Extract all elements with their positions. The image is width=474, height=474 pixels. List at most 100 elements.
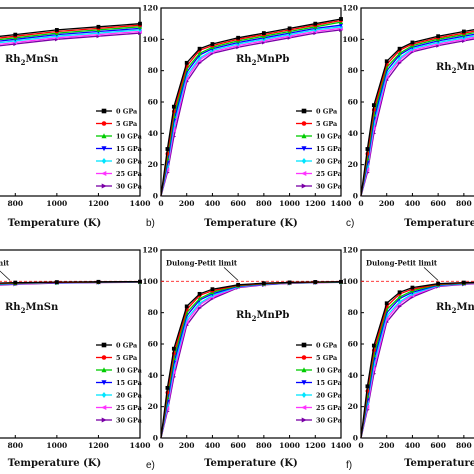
data-point [397, 46, 402, 51]
y-tick-label: 40 [148, 371, 158, 380]
compound-subscript: 2 [21, 306, 26, 315]
series-line-25-gpa [360, 36, 474, 197]
dulong-petit-label: Dulong-Petit limit [166, 258, 238, 267]
data-point [96, 279, 101, 284]
data-point [197, 296, 202, 301]
y-tick-label: 0 [153, 434, 158, 443]
compound-rest: MnPb [256, 310, 289, 321]
data-point [54, 280, 59, 285]
legend-label: 5 GPa [316, 120, 338, 128]
y-tick-label: 100 [342, 277, 358, 286]
x-tick-label: 400 [205, 441, 221, 450]
dulong-petit-label: Dulong-Petit limit [0, 258, 10, 267]
data-point [384, 59, 389, 64]
compound-rest: MnSn [25, 302, 59, 313]
data-point [165, 147, 170, 151]
y-tick-label: 120 [342, 4, 358, 13]
legend-label: 15 GPa [316, 145, 343, 153]
data-point [13, 32, 18, 37]
y-tick-label: 40 [348, 129, 358, 138]
x-tick-label: 1000 [46, 199, 67, 208]
y-tick-label: 20 [348, 160, 358, 169]
series-line-30-gpa [0, 32, 141, 47]
data-point [261, 281, 266, 286]
legend-marker [301, 367, 307, 373]
legend-label: 15 GPa [316, 379, 343, 387]
compound-subscript: 2 [21, 58, 26, 67]
legend-label: 20 GPa [316, 158, 343, 166]
x-tick-label: 600 [230, 199, 246, 208]
data-point [171, 346, 176, 351]
legend-label: 0 GPa [116, 108, 138, 116]
x-tick-label: 1000 [279, 441, 300, 450]
legend-marker [101, 417, 107, 423]
y-tick-label: 0 [153, 192, 158, 201]
data-point [210, 42, 215, 46]
legend-label: 10 GPa [116, 367, 143, 375]
legend-marker [101, 158, 107, 164]
compound-subscript: 2 [452, 66, 457, 75]
x-tick-label: 400 [405, 441, 421, 450]
compound-element: Rh [5, 54, 21, 65]
legend-marker [301, 170, 307, 177]
data-point [461, 280, 466, 285]
compound-label: Rh2MnPb [236, 54, 289, 67]
y-tick-label: 0 [353, 192, 358, 201]
plot-frame [0, 7, 141, 197]
legend-marker [101, 355, 107, 360]
data-point [171, 104, 176, 109]
x-tick-label: 400 [205, 199, 221, 208]
plot-frame [0, 249, 141, 439]
dulong-petit-pointer [223, 267, 239, 281]
plot-frame [160, 7, 342, 197]
data-point [210, 287, 215, 292]
legend-marker [101, 392, 107, 398]
series-line-10-gpa [0, 26, 141, 41]
legend-label: 5 GPa [316, 354, 338, 362]
data-point [384, 301, 389, 306]
data-point [338, 23, 344, 28]
dulong-petit-pointer [423, 267, 439, 281]
data-point [371, 343, 376, 348]
data-point [410, 285, 415, 290]
compound-subscript: 2 [252, 314, 257, 323]
data-point [138, 21, 142, 26]
x-tick-label: 1200 [305, 441, 326, 450]
data-point [287, 280, 292, 285]
plot-frame [160, 249, 342, 439]
compound-rest: MnSn [25, 54, 59, 65]
legend-marker [101, 367, 107, 373]
legend-marker [101, 380, 107, 386]
x-tick-label: 800 [456, 199, 472, 208]
data-point [410, 40, 415, 45]
legend-marker [301, 158, 307, 164]
legend-label: 20 GPa [116, 392, 143, 400]
x-tick-label: 0 [158, 441, 163, 450]
x-tick-label: 1200 [305, 199, 326, 208]
legend-marker [101, 342, 107, 348]
legend-label: 30 GPa [116, 183, 143, 191]
legend-label: 25 GPa [316, 404, 343, 412]
x-tick-label: 200 [179, 199, 195, 208]
y-tick-label: 100 [142, 277, 158, 286]
data-point [384, 313, 389, 319]
x-tick-label: 200 [379, 441, 395, 450]
legend-label: 5 GPa [116, 120, 138, 128]
legend-marker [301, 355, 307, 360]
legend-marker [101, 146, 107, 152]
compound-label: Rh2MnSn [5, 302, 59, 315]
data-point [165, 385, 170, 390]
compound-rest: MnTl [456, 62, 474, 73]
legend-marker [301, 404, 307, 411]
series-line-20-gpa [0, 29, 141, 44]
compound-element: Rh [236, 54, 252, 65]
compound-element: Rh [436, 62, 452, 73]
compound-label: Rh2MnTl [436, 62, 474, 75]
y-tick-label: 80 [348, 66, 358, 75]
y-tick-label: 80 [148, 308, 158, 317]
